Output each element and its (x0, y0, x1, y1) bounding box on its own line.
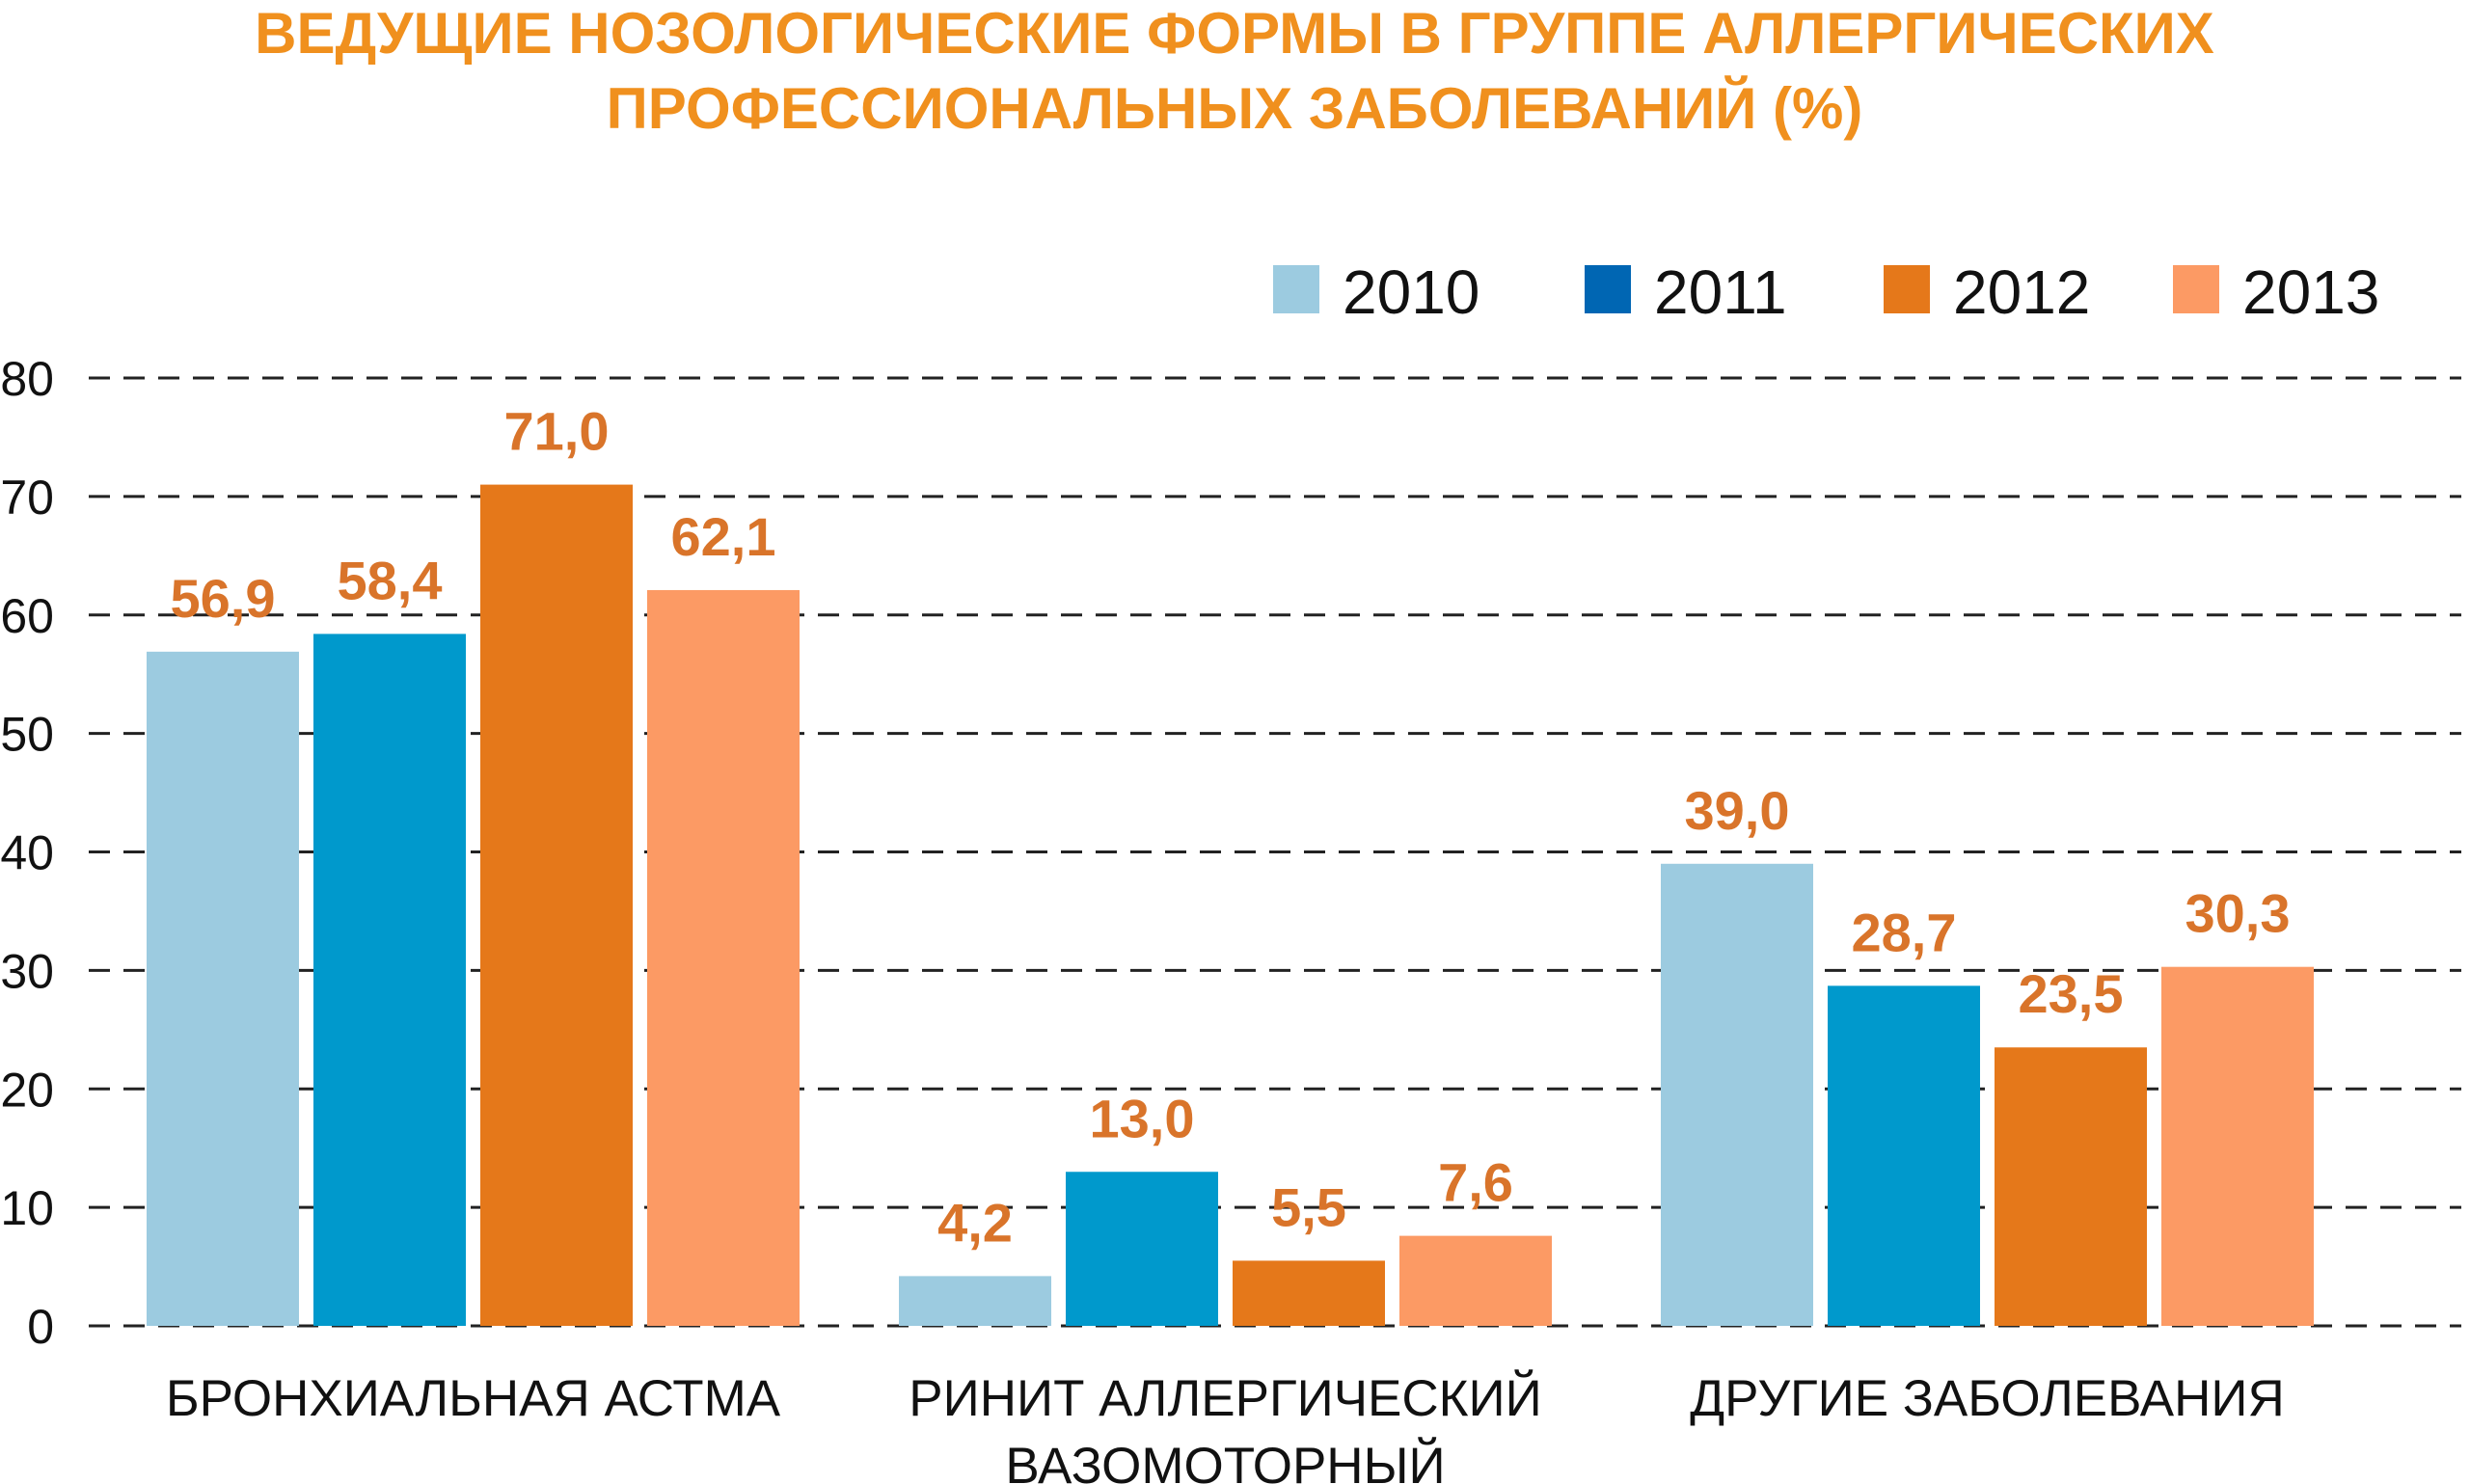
y-tick-label-70: 70 (0, 471, 54, 525)
legend-swatch-2010 (1273, 265, 1319, 313)
bar-2012-cat1 (480, 484, 633, 1326)
value-label-2011-cat2: 13,0 (1090, 1088, 1195, 1148)
legend: 2010 2011 2012 2013 (1273, 257, 2379, 327)
legend-label-2013: 2013 (2242, 257, 2379, 327)
value-label-2011-cat1: 58,4 (338, 550, 443, 610)
y-tick-label-0: 0 (27, 1300, 54, 1354)
bar-2011-cat2 (1066, 1172, 1218, 1326)
y-tick-label-80: 80 (0, 352, 54, 406)
y-tick-label-20: 20 (0, 1063, 54, 1117)
value-label-2013-cat3: 30,3 (2185, 883, 2291, 944)
legend-swatch-2011 (1585, 265, 1631, 313)
legend-label-2012: 2012 (1953, 257, 2090, 327)
category-label-1-line-1: БРОНХИАЛЬНАЯ АСТМА (166, 1370, 781, 1427)
bar-2010-cat2 (899, 1276, 1051, 1326)
bar-2011-cat1 (313, 634, 466, 1326)
bar-2012-cat3 (1995, 1047, 2147, 1326)
chart-title-line-2: ПРОФЕССИОНАЛЬНЫХ ЗАБОЛЕВАНИЙ (%) (607, 76, 1863, 141)
legend-label-2010: 2010 (1343, 257, 1479, 327)
y-tick-label-50: 50 (0, 708, 54, 762)
value-label-2013-cat1: 62,1 (671, 506, 776, 567)
bar-2010-cat3 (1661, 863, 1813, 1326)
bar-2013-cat2 (1399, 1235, 1552, 1326)
value-label-2012-cat2: 5,5 (1271, 1176, 1346, 1237)
chart-title-line-1: ВЕДУЩИЕ НОЗОЛОГИЧЕСКИЕ ФОРМЫ В ГРУППЕ АЛ… (255, 1, 2214, 66)
y-tick-label-40: 40 (0, 826, 54, 880)
bar-2010-cat1 (147, 651, 299, 1326)
y-axis-ticks: 0 10 20 30 40 50 60 70 80 (0, 352, 54, 1354)
bar-2012-cat2 (1233, 1260, 1385, 1326)
chart-title: ВЕДУЩИЕ НОЗОЛОГИЧЕСКИЕ ФОРМЫ В ГРУППЕ АЛ… (255, 1, 2214, 141)
legend-swatch-2013 (2173, 265, 2219, 313)
value-label-2010-cat1: 56,9 (171, 568, 276, 629)
category-label-2-line-2: ВАЗОМОТОРНЫЙ (1005, 1436, 1445, 1484)
category-label-2-line-1: РИНИТ АЛЛЕРГИЧЕСКИЙ (909, 1368, 1542, 1427)
y-tick-label-60: 60 (0, 589, 54, 643)
bar-2013-cat3 (2161, 966, 2314, 1326)
value-label-2012-cat3: 23,5 (2019, 963, 2124, 1024)
value-label-2013-cat2: 7,6 (1438, 1152, 1513, 1213)
y-tick-label-30: 30 (0, 944, 54, 998)
bar-2011-cat3 (1828, 985, 1980, 1326)
value-label-2012-cat1: 71,0 (504, 401, 610, 462)
category-label-3-line-1: ДРУГИЕ ЗАБОЛЕВАНИЯ (1690, 1370, 2285, 1427)
data-labels: 56,9 4,2 39,0 58,4 13,0 28,7 71,0 5,5 23,5 62,1 7,… (171, 401, 2291, 1254)
value-label-2010-cat2: 4,2 (937, 1192, 1013, 1253)
bars (147, 484, 2314, 1326)
value-label-2010-cat3: 39,0 (1685, 780, 1790, 841)
legend-swatch-2012 (1884, 265, 1930, 313)
bar-2013-cat1 (647, 589, 800, 1326)
y-tick-label-10: 10 (0, 1181, 54, 1235)
value-label-2011-cat3: 28,7 (1852, 902, 1957, 962)
x-axis-categories: БРОНХИАЛЬНАЯ АСТМА РИНИТ АЛЛЕРГИЧЕСКИЙ ВАЗ… (166, 1368, 2285, 1484)
legend-label-2011: 2011 (1654, 257, 1787, 327)
